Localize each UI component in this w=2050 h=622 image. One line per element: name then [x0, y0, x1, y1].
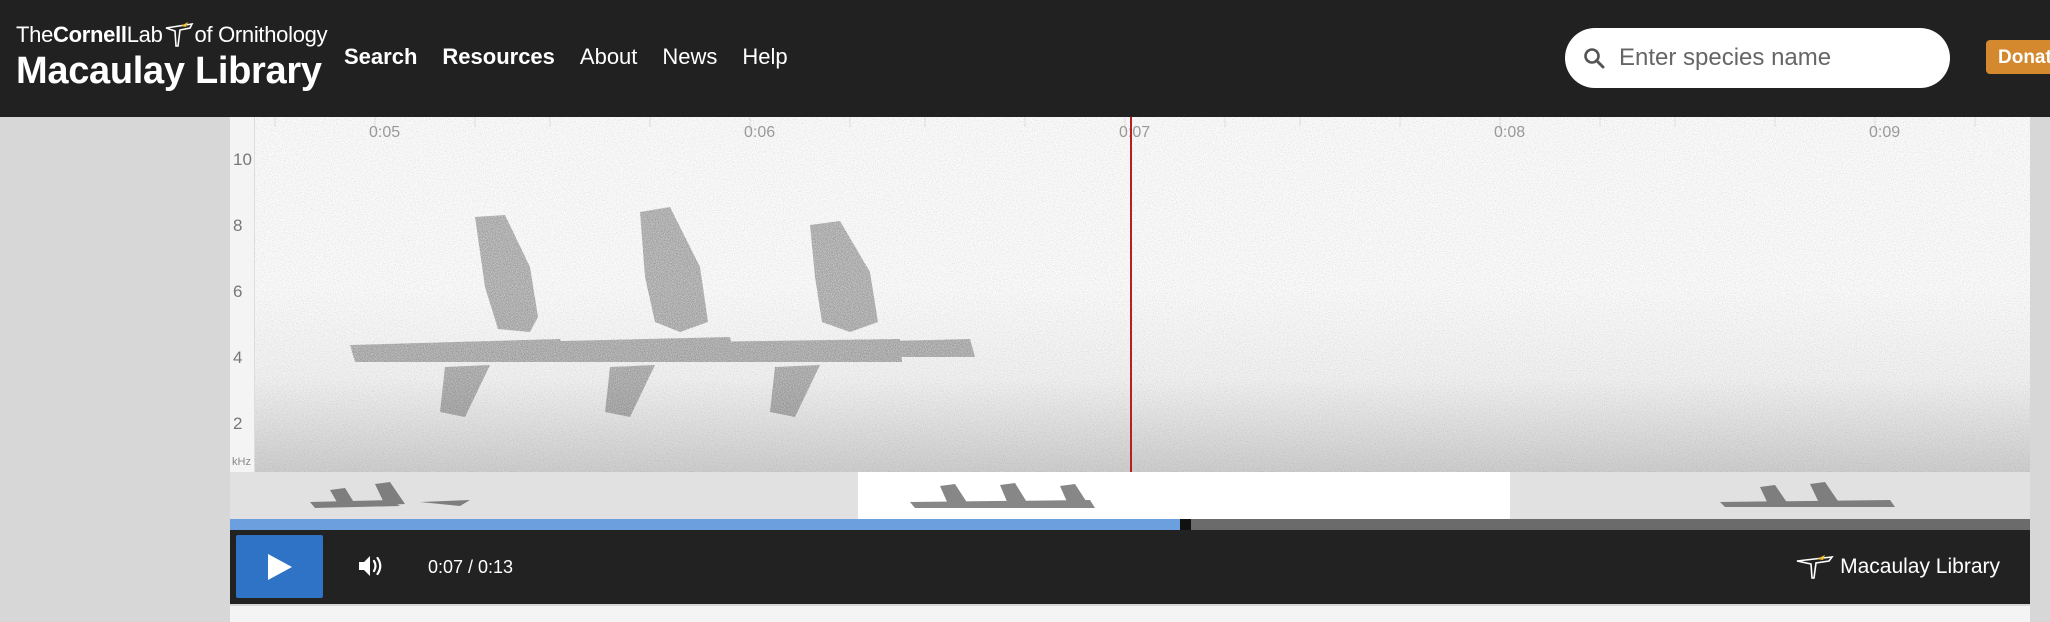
progress-bar[interactable] [230, 519, 2030, 530]
page-below-player [230, 606, 2030, 622]
nav-help[interactable]: Help [742, 44, 788, 69]
spectrogram-overview[interactable] [230, 472, 2030, 519]
search-input[interactable] [1619, 44, 1919, 72]
time-tick: 0:08 [1494, 124, 1526, 141]
bird-logo-icon [1796, 555, 1834, 579]
logo-prefix: The [16, 22, 54, 47]
freq-unit: kHz [232, 456, 251, 468]
left-gutter [0, 117, 230, 622]
spectrogram-image [255, 117, 2030, 472]
volume-icon[interactable] [358, 554, 384, 578]
nav-search[interactable]: Search [344, 44, 418, 69]
time-tick: 0:09 [1869, 124, 1901, 141]
freq-label: 4 [233, 348, 243, 367]
time-tick: 0:07 [1119, 124, 1151, 141]
frequency-axis: 10 8 6 4 2 kHz [230, 117, 255, 472]
cornell-lab-logo[interactable]: The Cornell Lab of Ornithology Macaulay Li… [16, 20, 328, 93]
progress-handle[interactable] [1180, 519, 1191, 530]
player-controls: 0:07 / 0:13 Macaulay Library [230, 530, 2030, 604]
time-display: 0:07 / 0:13 [428, 557, 514, 577]
overview-viewport[interactable] [858, 472, 1510, 519]
logo-cornell: Cornell [53, 22, 127, 47]
play-icon [268, 554, 292, 580]
time-tick: 0:05 [369, 124, 401, 141]
bird-logo-icon [165, 22, 193, 47]
nav-resources[interactable]: Resources [442, 44, 555, 69]
species-search [1565, 28, 1950, 88]
logo-lab: Lab [126, 22, 163, 47]
overview-image [310, 482, 1895, 508]
site-header: The Cornell Lab of Ornithology Macaulay Li… [0, 0, 2050, 117]
freq-label: 10 [233, 150, 252, 169]
freq-label: 6 [233, 282, 243, 301]
time-tick: 0:06 [744, 124, 776, 141]
logo-main: Macaulay Library [16, 50, 322, 92]
main-nav: Search Resources About News Help [344, 44, 813, 70]
donate-button[interactable]: Donate [1986, 40, 2050, 74]
macaulay-brand-link[interactable]: Macaulay Library [1796, 554, 2000, 580]
brand-label: Macaulay Library [1840, 555, 2000, 578]
nav-news[interactable]: News [662, 44, 718, 69]
freq-label: 8 [233, 216, 243, 235]
play-button[interactable] [236, 535, 323, 598]
freq-label: 2 [233, 414, 243, 433]
audio-player: 10 8 6 4 2 kHz 0:05 0:06 0:07 0:08 0:09 [230, 117, 2030, 604]
spectrogram[interactable]: 10 8 6 4 2 kHz 0:05 0:06 0:07 0:08 0:09 [230, 117, 2030, 472]
logo-suffix: of Ornithology [194, 22, 328, 47]
search-icon [1584, 48, 1605, 69]
progress-fill [230, 519, 1180, 530]
playhead[interactable] [1130, 117, 1132, 472]
nav-about[interactable]: About [579, 44, 638, 69]
logo-top-line: The Cornell Lab of Ornithology [16, 20, 328, 50]
